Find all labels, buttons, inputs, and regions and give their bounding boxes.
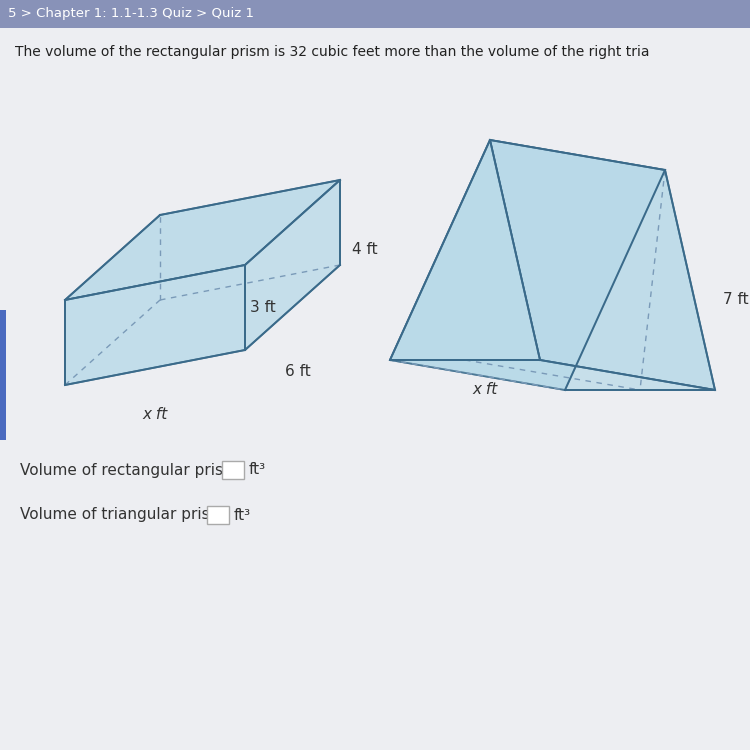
Text: ft³: ft³ (234, 508, 251, 523)
Bar (0, 310, 6, 440)
Text: ft³: ft³ (249, 463, 266, 478)
Bar (0, 0, 750, 28)
Text: Volume of rectangular prism:: Volume of rectangular prism: (20, 463, 243, 478)
Text: 7 ft: 7 ft (723, 292, 748, 308)
Text: x ft: x ft (472, 382, 498, 397)
Bar (222, 461, 244, 479)
Text: 3 ft: 3 ft (250, 300, 276, 315)
Polygon shape (390, 360, 715, 390)
Text: The volume of the rectangular prism is 32 cubic feet more than the volume of the: The volume of the rectangular prism is 3… (15, 45, 650, 59)
Text: 4 ft: 4 ft (352, 242, 378, 257)
Polygon shape (65, 265, 245, 385)
Polygon shape (65, 180, 340, 300)
Polygon shape (390, 140, 540, 360)
Text: 6 ft: 6 ft (285, 364, 310, 379)
Bar (207, 506, 229, 524)
Text: 5 > Chapter 1: 1.1-1.3 Quiz > Quiz 1: 5 > Chapter 1: 1.1-1.3 Quiz > Quiz 1 (8, 8, 254, 20)
Polygon shape (245, 180, 340, 350)
Polygon shape (390, 140, 665, 390)
Text: x ft: x ft (142, 407, 168, 422)
Text: Volume of triangular prism:: Volume of triangular prism: (20, 508, 229, 523)
Polygon shape (490, 140, 715, 390)
